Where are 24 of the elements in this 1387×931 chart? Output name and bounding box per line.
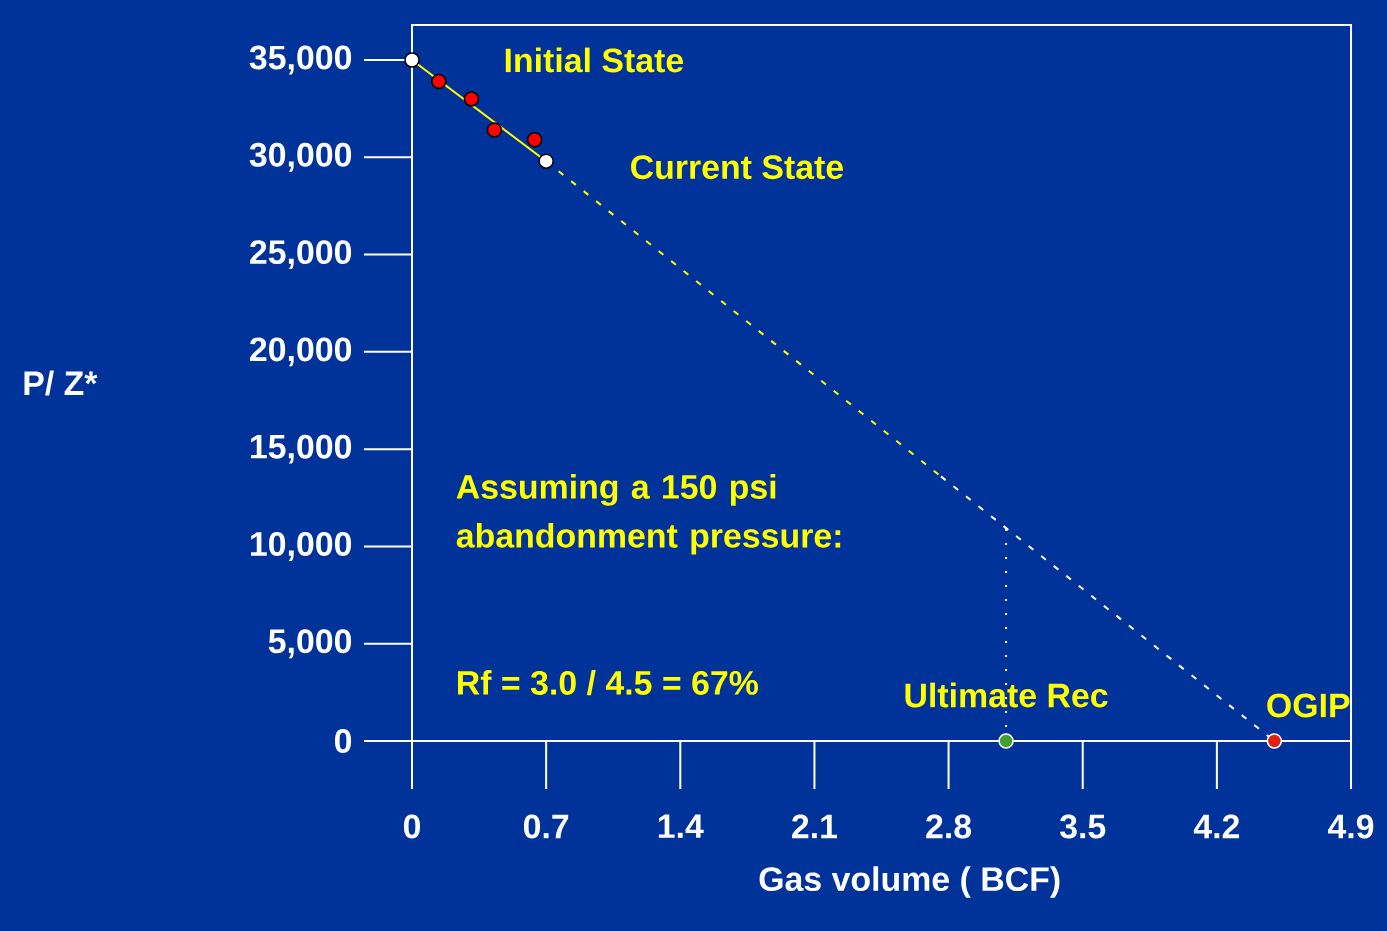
x-tick-label: 4.2 xyxy=(1193,814,1240,839)
x-tick-label: 1.4 xyxy=(658,814,704,838)
annotation: Current State xyxy=(631,155,844,180)
x-tick-label: 0 xyxy=(403,814,421,839)
x-tick-label: 2.1 xyxy=(792,814,838,839)
y-tick-label: 10,000 xyxy=(251,531,352,561)
x-tick-label: 2.8 xyxy=(926,814,972,839)
y-tick-label: 20,000 xyxy=(250,337,352,367)
x-axis-title: Gas volume ( BCF) xyxy=(759,866,1060,898)
annotation: Rf = 3.0 / 4.5 = 67% xyxy=(458,670,758,696)
x-tick-label: 0.7 xyxy=(523,814,569,839)
y-tick-label: 25,000 xyxy=(250,240,352,270)
annotation: Initial State xyxy=(505,47,684,73)
y-tick-label: 5,000 xyxy=(268,629,352,659)
y-tick-label: 15,000 xyxy=(251,434,352,464)
y-tick-label: 0 xyxy=(334,729,352,753)
y-tick-label: 30,000 xyxy=(249,142,352,172)
x-tick-label: 3.5 xyxy=(1059,814,1106,839)
y-tick-label: 35,000 xyxy=(249,45,352,75)
x-tick-label: 4.9 xyxy=(1327,814,1374,839)
annotation: OGIP xyxy=(1267,693,1350,718)
annotation: Assuming a 150 psi abandonment pressure: xyxy=(456,474,841,555)
annotation: Ultimate Rec xyxy=(905,682,1108,708)
y-axis-title: P/ Z* xyxy=(24,370,98,396)
